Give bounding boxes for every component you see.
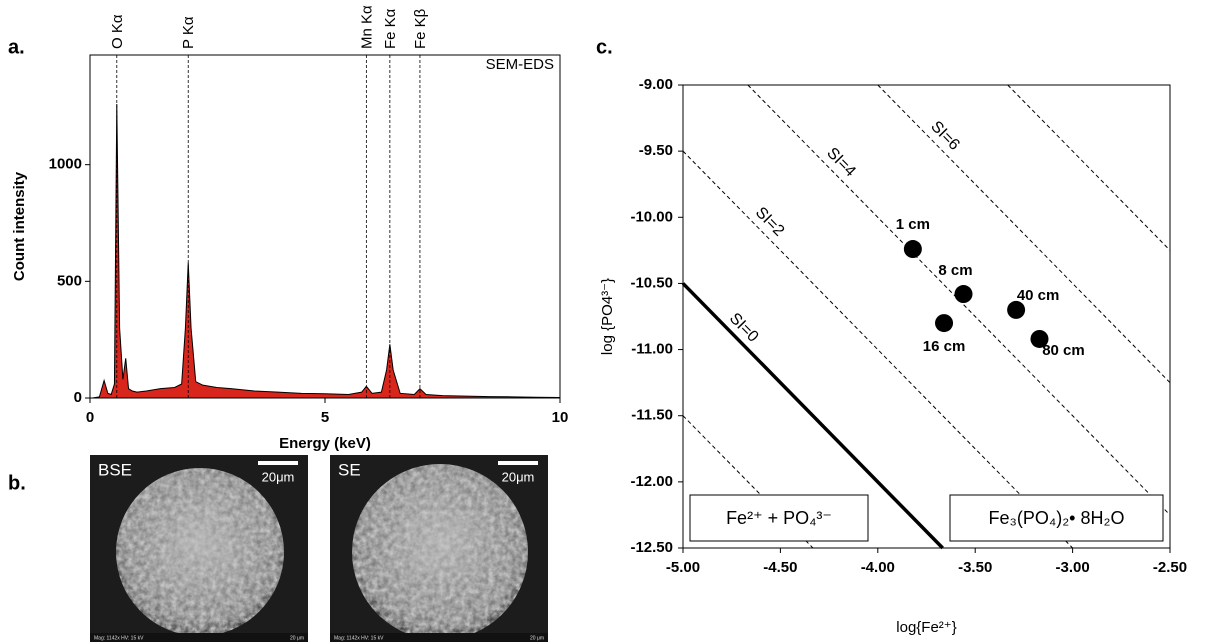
x-tick-label: 0	[86, 409, 94, 426]
y-tick-label: 1000	[49, 156, 82, 173]
si-line	[878, 85, 1170, 383]
image-footer: Mag: 1142x HV: 15 kV	[94, 635, 144, 641]
y-axis-label: log {PO4³⁻}	[599, 278, 616, 355]
page: a. O Kα P Kα Mn Kα Fe Kα Fe Kβ SEM-EDS 0 500 1000…	[0, 0, 1210, 642]
x-tick-label: -2.50	[1153, 559, 1187, 576]
y-tick-label: -9.50	[639, 142, 673, 159]
si-line	[1008, 85, 1170, 250]
image-footer: 20 μm	[290, 635, 304, 641]
scale-label: 20μm	[262, 469, 295, 484]
si-label: SI=0	[726, 310, 762, 346]
x-tick-label: 10	[552, 409, 569, 426]
x-tick-label: -4.50	[763, 559, 797, 576]
point-label: 8 cm	[938, 262, 972, 279]
y-tick-label: 0	[74, 389, 82, 406]
peak-label: Fe Kβ	[412, 8, 429, 49]
y-tick-label: -9.00	[639, 76, 673, 93]
data-point	[904, 240, 922, 258]
x-axis-label: log{Fe²⁺}	[896, 619, 956, 636]
x-tick-label: 5	[321, 409, 329, 426]
panel-label: a.	[8, 36, 25, 58]
data-point	[955, 285, 973, 303]
si-label: SI=4	[823, 145, 859, 181]
spectrum-area	[92, 104, 560, 398]
point-label: 80 cm	[1042, 342, 1085, 359]
panel-label: b.	[8, 472, 26, 494]
peak-label: P Kα	[180, 16, 197, 49]
y-tick-label: -11.00	[631, 341, 673, 358]
si-label: SI=6	[927, 118, 963, 154]
image-footer: Mag: 1142x HV: 15 kV	[334, 635, 384, 641]
y-tick-label: -12.00	[630, 473, 673, 490]
scale-label: 20μm	[502, 469, 535, 484]
x-axis-label: Energy (keV)	[279, 435, 371, 452]
panel-label: c.	[596, 36, 613, 58]
data-point	[935, 314, 953, 332]
image-label: SE	[338, 460, 361, 479]
x-tick-label: -3.00	[1055, 559, 1089, 576]
peak-label: O Kα	[109, 14, 126, 49]
point-label: 40 cm	[1017, 287, 1060, 304]
y-axis-label: Count intensity	[11, 171, 28, 281]
peak-label: Mn Kα	[358, 5, 375, 49]
x-tick-label: -5.00	[666, 559, 700, 576]
plot-frame	[683, 85, 1170, 548]
sem-image: SE 20μm Mag: 1142x HV: 15 kV 20 μm	[330, 455, 548, 642]
particle-texture	[352, 464, 528, 640]
box-label: Fe₃(PO₄)₂• 8H₂O	[989, 508, 1125, 528]
y-tick-label: -10.50	[630, 274, 673, 291]
y-tick-label: 500	[57, 272, 82, 289]
y-tick-label: -11.50	[631, 407, 673, 424]
x-tick-label: -3.50	[958, 559, 992, 576]
si-label: SI=2	[752, 204, 788, 240]
sem-image: BSE 20μm Mag: 1142x HV: 15 kV 20 μm	[90, 455, 308, 642]
y-tick-label: -12.50	[630, 539, 673, 556]
figure: a. O Kα P Kα Mn Kα Fe Kα Fe Kβ SEM-EDS 0 500 1000…	[0, 0, 1210, 642]
si-line	[683, 151, 1073, 548]
point-label: 1 cm	[896, 216, 930, 233]
particle-texture	[116, 468, 284, 636]
y-tick-label: -10.00	[630, 208, 673, 225]
box-label: Fe²⁺ + PO₄³⁻	[726, 508, 832, 528]
plot-frame	[90, 55, 560, 398]
point-label: 16 cm	[923, 338, 966, 355]
annotation: SEM-EDS	[486, 56, 554, 73]
image-footer: 20 μm	[530, 635, 544, 641]
peak-label: Fe Kα	[382, 8, 399, 49]
x-tick-label: -4.00	[861, 559, 895, 576]
image-label: BSE	[98, 460, 132, 479]
